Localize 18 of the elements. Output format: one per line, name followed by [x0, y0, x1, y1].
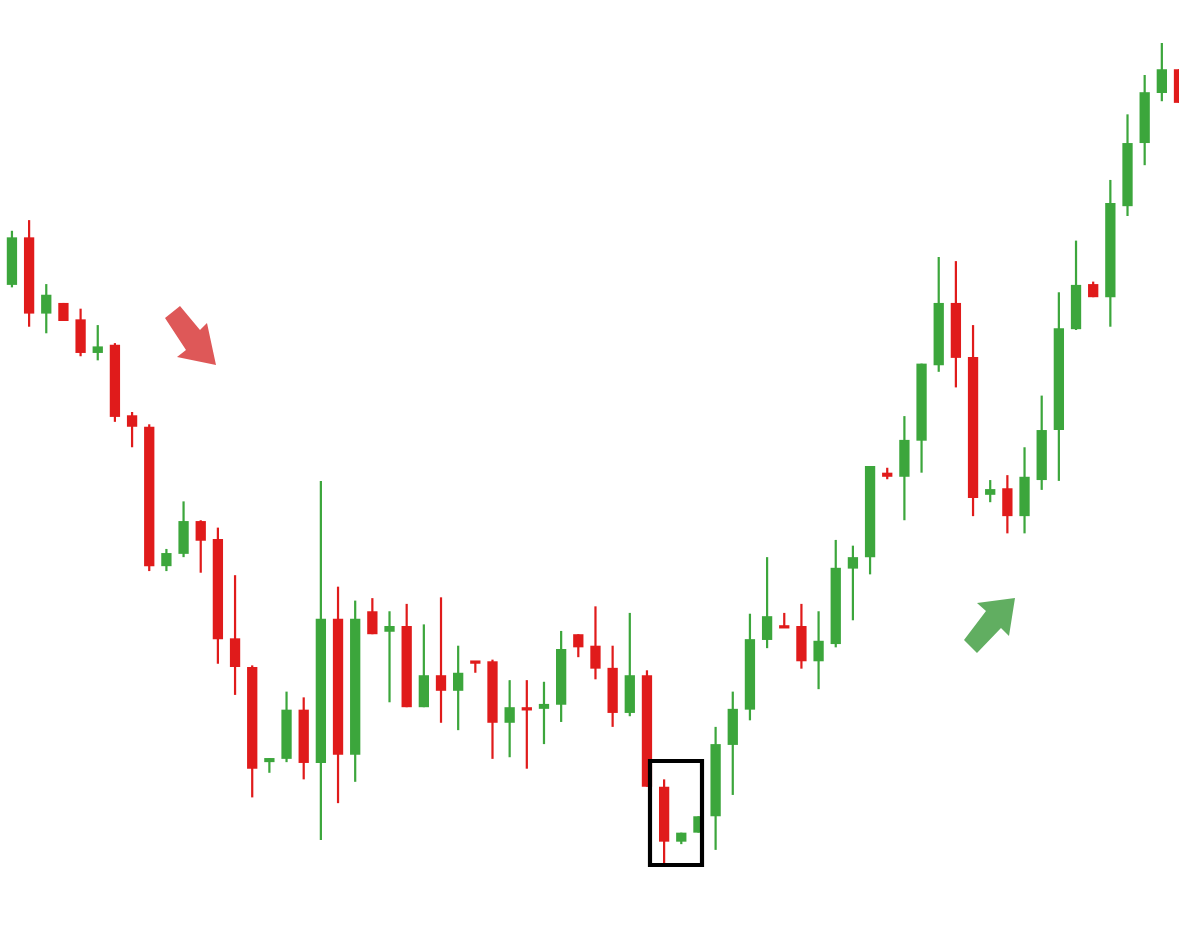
candlestick	[367, 597, 378, 636]
candlestick	[573, 633, 584, 659]
candlestick	[504, 679, 515, 759]
candlestick	[847, 544, 859, 622]
candlestick	[1156, 43, 1167, 103]
candlestick	[92, 323, 103, 362]
candlestick	[813, 610, 824, 691]
candlestick	[590, 605, 601, 681]
candlestick	[453, 644, 464, 732]
candlestick	[761, 556, 773, 650]
candlestick	[435, 596, 447, 724]
candlestick	[126, 410, 138, 449]
candlestick	[985, 478, 996, 504]
candlestick	[538, 680, 550, 746]
candlestick	[384, 610, 395, 704]
candlestick	[195, 519, 206, 574]
candlestick	[41, 282, 52, 335]
candlestick	[161, 547, 172, 573]
